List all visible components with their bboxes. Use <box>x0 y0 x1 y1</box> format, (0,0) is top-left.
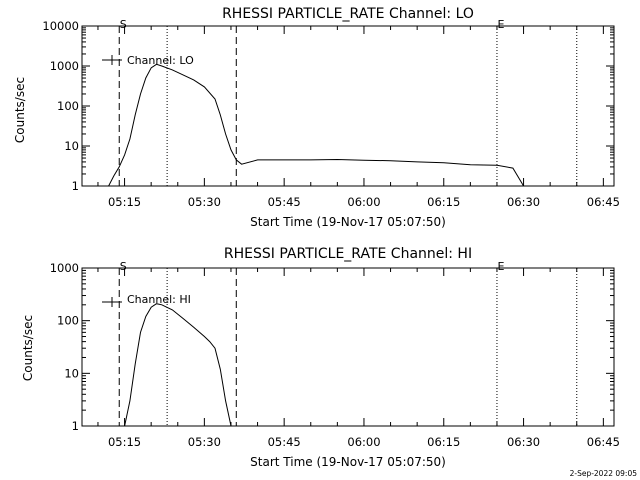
plot-area: 1 10 100 1000 05:15 05:30 05:45 06:00 06:15 06:30… <box>50 260 620 449</box>
x-tick-label: 06:00 <box>347 435 380 449</box>
y-tick-label: 1 <box>72 179 79 193</box>
y-tick-label: 1000 <box>50 59 79 73</box>
x-tick-label: 06:30 <box>507 195 540 209</box>
chart-title: RHESSI PARTICLE_RATE Channel: LO <box>222 6 474 22</box>
marker-label: S <box>120 260 127 273</box>
x-tick-label: 06:45 <box>587 435 620 449</box>
y-axis-label: Counts/sec <box>21 315 35 381</box>
x-tick-label: 05:30 <box>188 435 221 449</box>
y-axis-label: Counts/sec <box>13 77 27 143</box>
x-tick-label: 05:45 <box>268 435 301 449</box>
y-tick-label: 1000 <box>50 261 79 275</box>
y-tick-label: 100 <box>57 99 79 113</box>
x-tick-label: 06:30 <box>507 435 540 449</box>
y-tick-label: 10 <box>64 139 79 153</box>
marker-label: S <box>120 18 127 31</box>
series-line <box>108 63 525 187</box>
x-axis-label: Start Time (19-Nov-17 05:07:50) <box>250 215 446 229</box>
y-tick-label: 100 <box>57 314 79 328</box>
x-tick-label: 05:45 <box>268 195 301 209</box>
x-tick-label: 06:15 <box>427 435 460 449</box>
legend-label: Channel: HI <box>127 293 191 306</box>
x-tick-label: 06:15 <box>427 195 460 209</box>
y-tick-label: 10 <box>64 366 79 380</box>
marker-label: E <box>497 18 504 31</box>
plot-frame <box>81 25 615 187</box>
panel-hi: RHESSI PARTICLE_RATE Channel: HI Counts/… <box>21 246 620 469</box>
x-tick-label: 05:15 <box>108 195 141 209</box>
chart-title: RHESSI PARTICLE_RATE Channel: HI <box>224 246 472 262</box>
marker-label: E <box>497 260 504 273</box>
x-tick-label: 05:15 <box>108 435 141 449</box>
x-tick-label: 05:30 <box>188 195 221 209</box>
x-axis-label: Start Time (19-Nov-17 05:07:50) <box>250 455 446 469</box>
plot-frame <box>81 267 615 427</box>
x-tick-label: 06:00 <box>347 195 380 209</box>
y-tick-label: 10000 <box>42 19 79 33</box>
plot-area: 1 10 100 1000 10000 05:15 05:30 05:45 06:00 06:15… <box>42 18 620 209</box>
series-line <box>124 303 232 427</box>
legend-label: Channel: LO <box>127 54 194 67</box>
y-tick-label: 1 <box>72 419 79 433</box>
footer-timestamp: 2-Sep-2022 09:05 <box>570 469 638 478</box>
x-tick-label: 06:45 <box>587 195 620 209</box>
panel-lo: RHESSI PARTICLE_RATE Channel: LO Counts/… <box>13 6 620 229</box>
